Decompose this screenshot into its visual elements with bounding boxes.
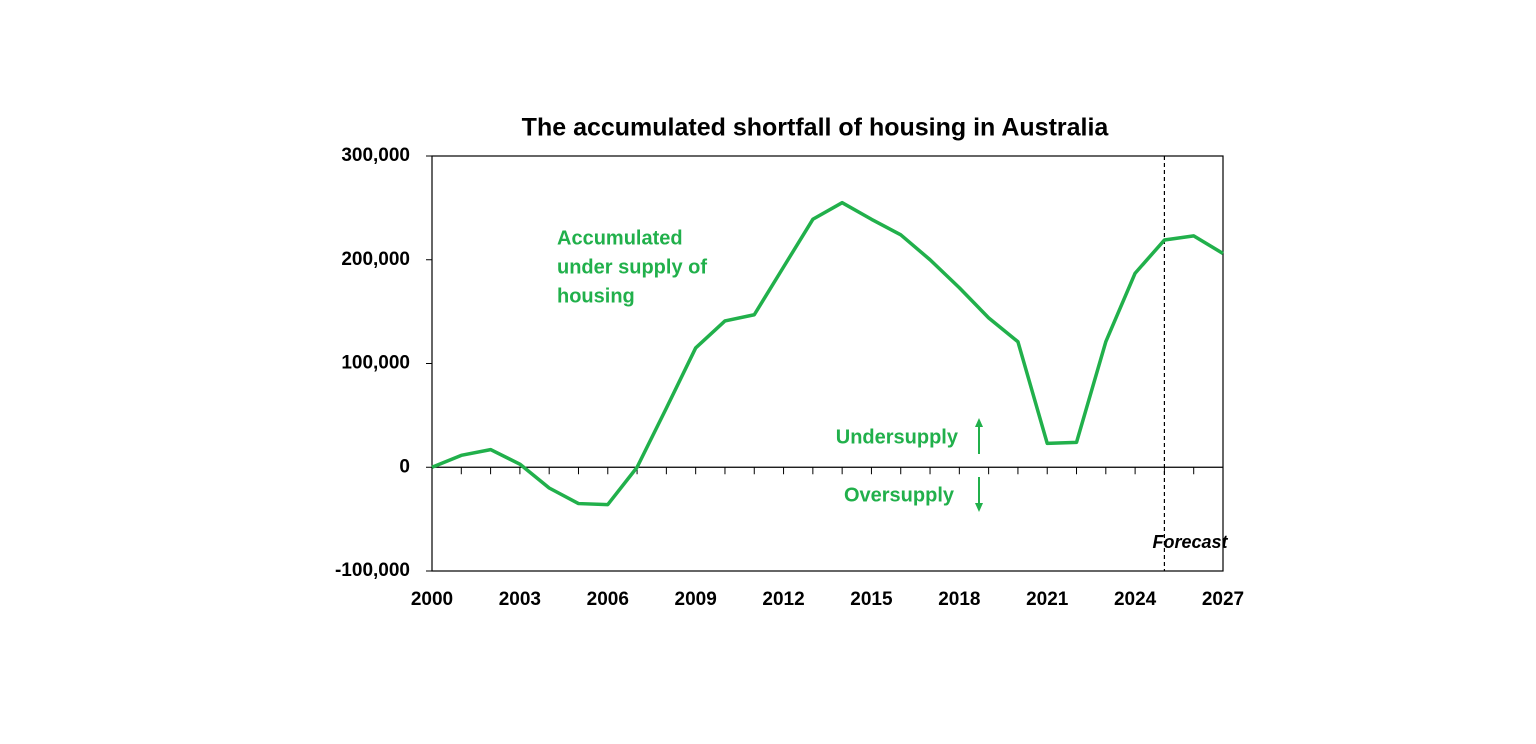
x-tick-label: 2027 xyxy=(1202,589,1244,610)
annotation: Accumulated xyxy=(557,227,683,249)
x-tick-label: 2000 xyxy=(411,589,453,610)
x-tick-label: 2021 xyxy=(1026,589,1069,610)
x-tick-label: 2024 xyxy=(1114,589,1157,610)
y-tick-label: 100,000 xyxy=(341,353,410,374)
oversupply-label: Oversupply xyxy=(844,484,955,506)
y-tick-label: 300,000 xyxy=(341,145,410,166)
y-tick-label: -100,000 xyxy=(335,560,410,581)
x-tick-label: 2009 xyxy=(675,589,717,610)
x-tick-label: 2015 xyxy=(850,589,893,610)
plot-frame xyxy=(431,155,1224,572)
annotation: under supply of xyxy=(557,256,707,278)
undersupply-label: Undersupply xyxy=(836,426,959,448)
x-tick-label: 2018 xyxy=(938,589,980,610)
x-tick-label: 2012 xyxy=(762,589,804,610)
data-line xyxy=(431,200,1224,507)
forecast-label: Forecast xyxy=(1152,532,1228,552)
chart-title: The accumulated shortfall of housing in … xyxy=(522,114,1110,142)
annotation: housing xyxy=(557,285,635,307)
y-tick-label: 0 xyxy=(399,456,410,477)
x-tick-label: 2003 xyxy=(499,589,541,610)
arrows xyxy=(975,418,983,512)
y-tick-label: 200,000 xyxy=(341,249,410,270)
x-tick-label: 2006 xyxy=(587,589,629,610)
